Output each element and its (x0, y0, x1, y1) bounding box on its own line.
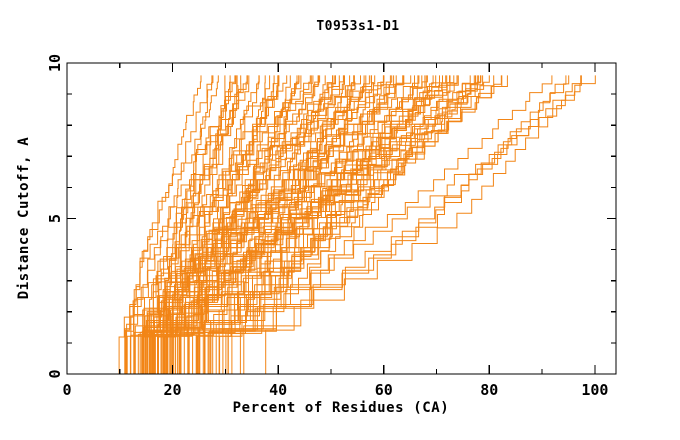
x-tick-label-40: 40 (269, 381, 287, 399)
model-curve (118, 75, 336, 375)
model-curve (111, 75, 495, 375)
model-curve (108, 75, 443, 375)
model-curve (103, 75, 291, 375)
page-title: T0953s1-D1 (316, 19, 399, 34)
model-curve (109, 75, 481, 375)
y-tick-label-0: 0 (46, 369, 64, 378)
model-curve-outlier (114, 75, 553, 375)
model-curve (107, 75, 376, 375)
x-axis-tick-labels: 0 20 40 60 80 100 (62, 381, 608, 399)
model-curve (103, 75, 365, 375)
x-tick-label-100: 100 (581, 381, 608, 399)
model-curve (106, 75, 214, 375)
model-curve (107, 75, 213, 375)
model-curve (107, 75, 480, 375)
model-curve (98, 75, 502, 375)
y-axis-title: Distance Cutoff, A (16, 137, 32, 300)
model-curve (112, 75, 248, 375)
model-curve (110, 75, 455, 375)
model-curve (108, 75, 237, 375)
x-axis-ticks (66, 63, 596, 374)
model-curve (113, 75, 451, 375)
x-tick-label-0: 0 (62, 381, 71, 399)
model-curve (101, 75, 288, 375)
model-curve (97, 75, 448, 375)
model-curve (105, 75, 314, 375)
model-curve (104, 75, 302, 375)
model-curve (97, 75, 412, 375)
x-axis-title: Percent of Residues (CA) (233, 400, 450, 416)
model-curve (98, 75, 508, 375)
model-curve (102, 75, 345, 375)
model-curve (109, 75, 404, 375)
x-tick-label-60: 60 (375, 381, 393, 399)
model-curve (103, 75, 355, 375)
model-curve-outlier (112, 75, 596, 375)
model-curve (103, 75, 404, 375)
y-axis-tick-labels: 0 5 10 (46, 54, 64, 379)
y-axis-ticks (67, 62, 616, 375)
model-curve (111, 75, 478, 375)
model-curve (115, 75, 423, 375)
model-curve (104, 75, 459, 375)
model-curve-outlier (117, 75, 582, 375)
model-curve (101, 75, 248, 375)
y-tick-label-5: 5 (46, 214, 64, 223)
y-tick-label-10: 10 (46, 54, 64, 72)
model-curve (108, 75, 450, 375)
x-tick-label-20: 20 (164, 381, 182, 399)
model-curve (108, 75, 490, 375)
data-curves (97, 75, 596, 375)
x-tick-label-80: 80 (480, 381, 498, 399)
